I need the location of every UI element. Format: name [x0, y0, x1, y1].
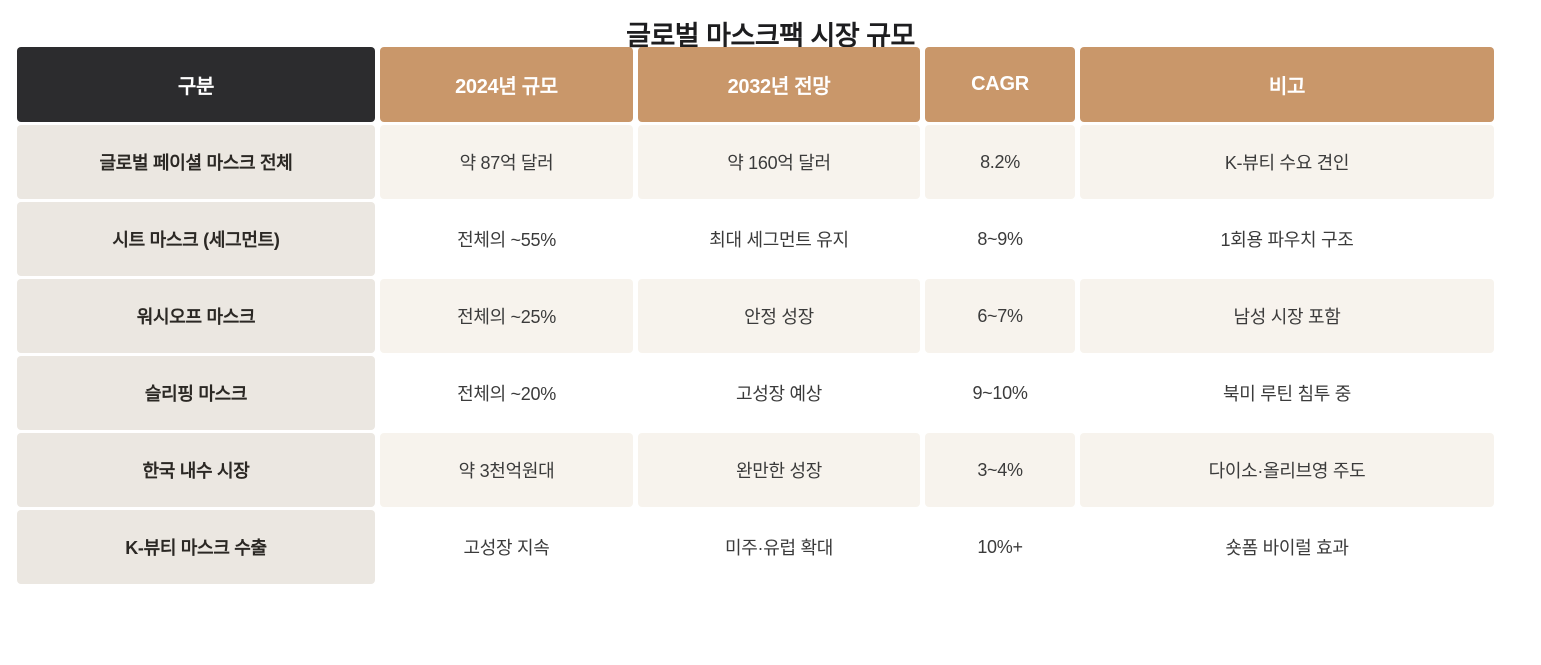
row-label: 한국 내수 시장: [17, 433, 375, 507]
cell-cagr: 9~10%: [925, 356, 1075, 430]
cell-2024-size: 전체의 ~55%: [380, 202, 633, 276]
cell-2032-outlook: 완만한 성장: [638, 433, 920, 507]
row-label: 시트 마스크 (세그먼트): [17, 202, 375, 276]
cell-cagr: 10%+: [925, 510, 1075, 584]
cell-2024-size: 약 87억 달러: [380, 125, 633, 199]
cell-note: 다이소·올리브영 주도: [1080, 433, 1494, 507]
cell-note: K-뷰티 수요 견인: [1080, 125, 1494, 199]
cell-2032-outlook: 최대 세그먼트 유지: [638, 202, 920, 276]
column-header-cagr: CAGR: [925, 47, 1075, 122]
column-header-2032-outlook: 2032년 전망: [638, 47, 920, 122]
row-label: 워시오프 마스크: [17, 279, 375, 353]
cell-2032-outlook: 안정 성장: [638, 279, 920, 353]
cell-2032-outlook: 약 160억 달러: [638, 125, 920, 199]
row-label: 글로벌 페이셜 마스크 전체: [17, 125, 375, 199]
cell-note: 북미 루틴 침투 중: [1080, 356, 1494, 430]
cell-2024-size: 전체의 ~25%: [380, 279, 633, 353]
cell-note: 남성 시장 포함: [1080, 279, 1494, 353]
cell-note: 1회용 파우치 구조: [1080, 202, 1494, 276]
column-header-note: 비고: [1080, 47, 1494, 122]
cell-cagr: 3~4%: [925, 433, 1075, 507]
cell-cagr: 6~7%: [925, 279, 1075, 353]
cell-note: 숏폼 바이럴 효과: [1080, 510, 1494, 584]
cell-2032-outlook: 미주·유럽 확대: [638, 510, 920, 584]
cell-2032-outlook: 고성장 예상: [638, 356, 920, 430]
row-label: K-뷰티 마스크 수출: [17, 510, 375, 584]
column-header-2024-size: 2024년 규모: [380, 47, 633, 122]
row-label: 슬리핑 마스크: [17, 356, 375, 430]
cell-2024-size: 고성장 지속: [380, 510, 633, 584]
cell-cagr: 8.2%: [925, 125, 1075, 199]
cell-2024-size: 약 3천억원대: [380, 433, 633, 507]
market-size-table: 구분 2024년 규모 2032년 전망 CAGR 비고 글로벌 페이셜 마스크…: [17, 47, 1494, 584]
page-title: 글로벌 마스크팩 시장 규모: [626, 21, 915, 51]
cell-cagr: 8~9%: [925, 202, 1075, 276]
column-header-category: 구분: [17, 47, 375, 122]
cell-2024-size: 전체의 ~20%: [380, 356, 633, 430]
